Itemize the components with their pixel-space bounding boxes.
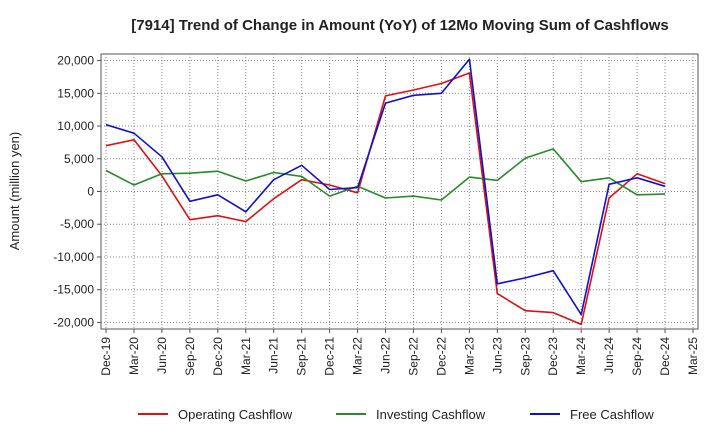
- legend-label: Investing Cashflow: [376, 407, 486, 422]
- legend-label: Operating Cashflow: [178, 407, 293, 422]
- x-tick-label: Mar-22: [351, 337, 365, 375]
- grid: [101, 54, 698, 329]
- x-tick-label: Mar-20: [127, 337, 141, 375]
- series-lines: [105, 58, 666, 326]
- y-tick-label: 5,000: [64, 152, 94, 166]
- x-tick-label: Dec-22: [434, 337, 448, 376]
- x-tick-label: Jun-24: [602, 337, 616, 374]
- x-tick-label: Dec-21: [323, 337, 337, 376]
- x-tick-label: Dec-24: [658, 337, 672, 376]
- x-tick-label: Dec-23: [546, 337, 560, 376]
- x-axis-ticks: Dec-19 Mar-20 Jun-20 Sep-20 Dec-20 Mar-21 Jun-…: [99, 329, 700, 376]
- x-tick-label: Mar-24: [574, 337, 588, 375]
- y-tick-label: 15,000: [57, 86, 94, 100]
- y-axis-ticks: 20,000 15,000 10,000 5,000 0 -5,000 -10,000 -15…: [53, 54, 101, 329]
- y-tick-label: 0: [87, 185, 94, 199]
- x-tick-label: Jun-20: [155, 337, 169, 374]
- y-tick-label: -20,000: [53, 315, 94, 329]
- legend: Operating Cashflow Investing Cashflow Free…: [138, 407, 654, 422]
- y-tick-label: 20,000: [57, 54, 94, 68]
- x-tick-label: Dec-19: [99, 337, 113, 376]
- series-line-2: [105, 58, 666, 316]
- x-tick-label: Mar-21: [239, 337, 253, 375]
- y-tick-label: -10,000: [53, 250, 94, 264]
- x-tick-label: Mar-25: [686, 337, 700, 375]
- chart-title: [7914] Trend of Change in Amount (YoY) o…: [131, 17, 669, 34]
- x-tick-label: Sep-23: [518, 337, 532, 376]
- x-tick-label: Sep-20: [183, 337, 197, 376]
- x-tick-label: Dec-20: [211, 337, 225, 376]
- x-tick-label: Jun-22: [379, 337, 393, 374]
- series-line-0: [105, 72, 666, 326]
- legend-label: Free Cashflow: [570, 407, 654, 422]
- x-tick-label: Sep-21: [295, 337, 309, 376]
- x-tick-label: Mar-23: [462, 337, 476, 375]
- y-tick-label: 10,000: [57, 119, 94, 133]
- x-tick-label: Sep-22: [406, 337, 420, 376]
- y-axis-label: Amount (million yen): [7, 132, 22, 251]
- x-tick-label: Sep-24: [630, 337, 644, 376]
- y-tick-label: -5,000: [60, 217, 94, 231]
- x-tick-label: Jun-21: [267, 337, 281, 374]
- y-tick-label: -15,000: [53, 283, 94, 297]
- series-line-1: [105, 148, 666, 201]
- x-tick-label: Jun-23: [490, 337, 504, 374]
